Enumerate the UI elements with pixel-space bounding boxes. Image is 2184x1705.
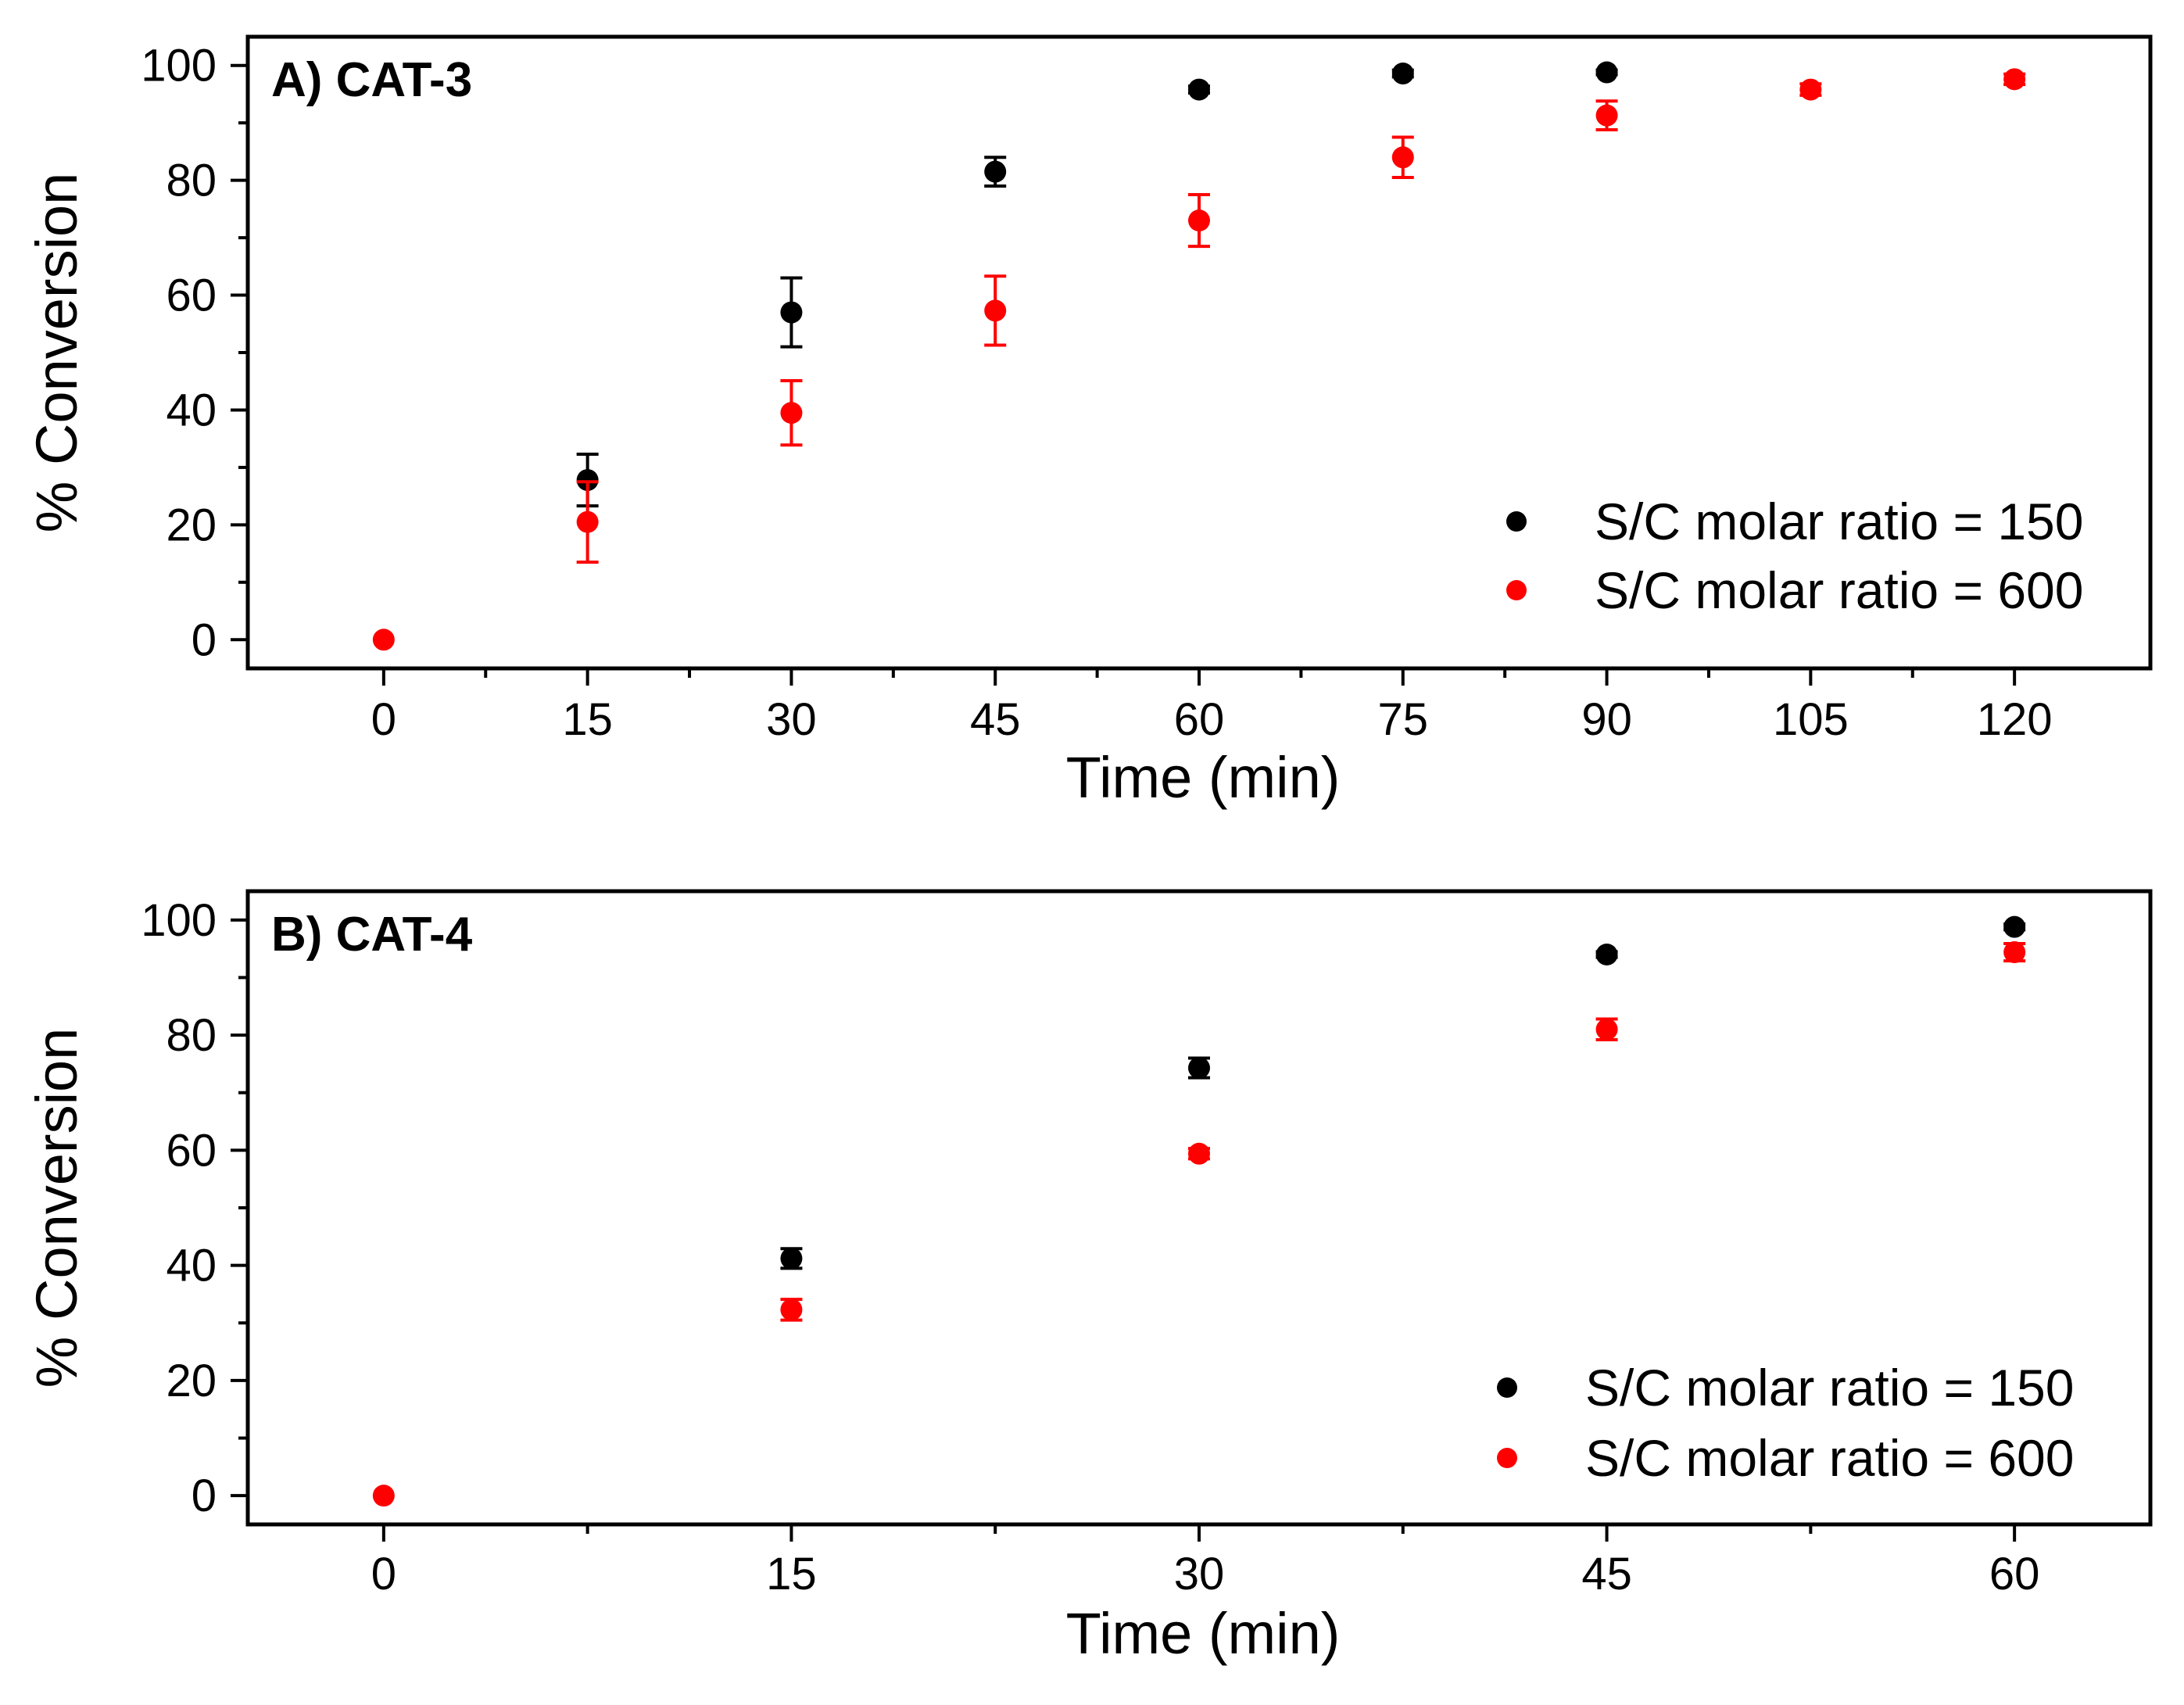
legend-label: S/C molar ratio = 150	[1585, 1359, 2074, 1417]
series-sc-600	[372, 68, 2026, 651]
y-tick-label: 0	[192, 614, 217, 665]
data-point	[1595, 61, 1618, 84]
y-tick-label: 60	[166, 1125, 217, 1176]
x-tick-label: 45	[1581, 1549, 1632, 1599]
data-point	[1391, 63, 1414, 85]
data-point	[1391, 146, 1414, 169]
y-tick-label: 100	[141, 41, 217, 91]
x-tick-label: 60	[1174, 694, 1225, 745]
data-point	[984, 160, 1007, 183]
y-tick-label: 40	[166, 1241, 217, 1291]
x-tick-label: 15	[766, 1549, 817, 1599]
data-point	[780, 301, 803, 324]
y-tick-label: 80	[166, 1010, 217, 1061]
y-axis-title: % Conversion	[24, 173, 89, 533]
data-point	[1595, 104, 1618, 127]
data-point	[2003, 915, 2026, 938]
x-tick-label: 30	[766, 694, 817, 745]
x-axis-title: Time (min)	[1066, 1601, 1341, 1666]
panel-b: 0 15 30 45 60 0 20 40 60 80 100 Time (min) % Convers…	[24, 889, 2153, 1666]
legend-marker	[1497, 1377, 1517, 1398]
panel-title: B) CAT-4	[271, 908, 473, 962]
data-point	[372, 629, 395, 651]
series-sc-150	[780, 915, 2026, 1270]
series-sc-150	[576, 61, 1618, 508]
data-point	[1595, 1018, 1618, 1041]
data-point	[2003, 68, 2026, 91]
legend-marker	[1497, 1448, 1517, 1468]
data-point	[780, 402, 803, 424]
data-point	[576, 469, 599, 492]
y-tick-label: 20	[166, 1356, 217, 1406]
legend-label: S/C molar ratio = 600	[1595, 561, 2083, 619]
y-tick-label: 100	[141, 895, 217, 946]
data-point	[576, 510, 599, 533]
legend: S/C molar ratio = 150 S/C molar ratio = 6…	[1497, 1359, 2074, 1487]
data-point	[780, 1247, 803, 1270]
legend-label: S/C molar ratio = 150	[1595, 493, 2083, 550]
x-tick-label: 30	[1174, 1549, 1225, 1599]
y-tick-label: 0	[192, 1470, 217, 1521]
y-axis-title: % Conversion	[24, 1028, 89, 1388]
data-point	[780, 1298, 803, 1321]
x-axis-title: Time (min)	[1066, 745, 1341, 810]
x-tick-label: 75	[1378, 694, 1429, 745]
series-sc-600	[372, 941, 2026, 1507]
x-tick-label: 0	[371, 694, 396, 745]
data-point	[2003, 941, 2026, 964]
y-tick-label: 40	[166, 385, 217, 435]
data-point	[1595, 944, 1618, 965]
x-tick-label: 15	[562, 694, 613, 745]
data-point	[1188, 78, 1210, 101]
legend: S/C molar ratio = 150 S/C molar ratio = 6…	[1506, 493, 2083, 619]
panel-a: 0 15 30 45 60 75 90 105 120 0 20 40 60 80 100 Time (min…	[24, 34, 2153, 810]
x-tick-label: 0	[371, 1549, 396, 1599]
legend-marker	[1506, 580, 1527, 600]
data-point	[1188, 210, 1210, 232]
data-point	[1799, 78, 1822, 101]
data-point	[984, 299, 1007, 322]
y-tick-label: 20	[166, 500, 217, 550]
x-tick-label: 120	[1977, 694, 2053, 745]
y-tick-label: 60	[166, 270, 217, 321]
x-tick-label: 105	[1773, 694, 1849, 745]
y-tick-label: 80	[166, 156, 217, 206]
data-point	[372, 1485, 395, 1507]
x-tick-label: 60	[1989, 1549, 2040, 1599]
x-tick-label: 90	[1581, 694, 1632, 745]
panel-title: A) CAT-3	[271, 53, 472, 107]
legend-label: S/C molar ratio = 600	[1585, 1429, 2074, 1487]
legend-marker	[1506, 511, 1527, 532]
x-tick-label: 45	[970, 694, 1021, 745]
data-point	[1188, 1142, 1210, 1165]
data-point	[1188, 1057, 1210, 1080]
